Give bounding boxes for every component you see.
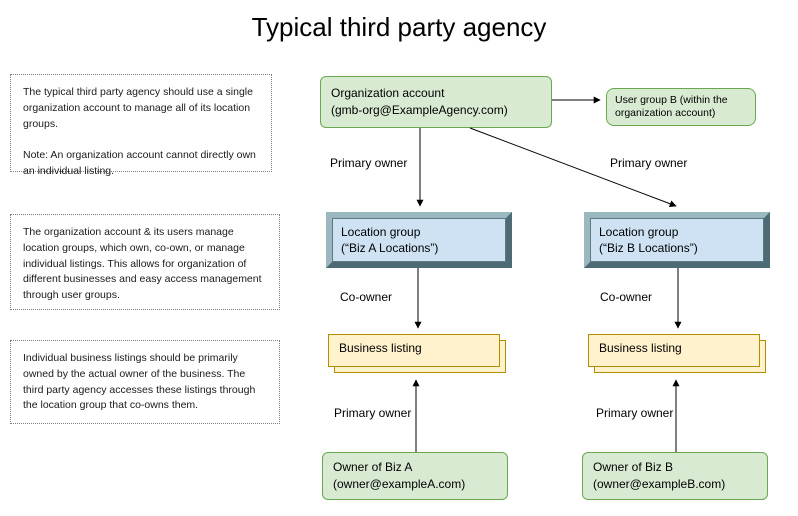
note-text: Individual business listings should be p…: [23, 351, 267, 414]
node-line2: (“Biz B Locations”): [599, 240, 698, 256]
node-line2: (“Biz A Locations”): [341, 240, 438, 256]
node-business-listing-b: Business listing: [588, 334, 766, 374]
node-owner-b: Owner of Biz B (owner@exampleB.com): [582, 452, 768, 500]
node-line1: User group B (within the: [615, 94, 728, 107]
node-business-listing-a: Business listing: [328, 334, 506, 374]
node-label: Business listing: [599, 341, 682, 355]
node-line1: Location group: [599, 224, 698, 240]
stack-front-card: Business listing: [588, 334, 760, 367]
note-org-account: The typical third party agency should us…: [10, 74, 272, 172]
node-line2: (gmb-org@ExampleAgency.com): [331, 102, 508, 119]
edge-label-co-owner-b: Co-owner: [600, 290, 652, 304]
node-user-group-b: User group B (within the organization ac…: [606, 88, 756, 126]
node-line1: Owner of Biz B: [593, 459, 725, 476]
edge-label-primary-owner-b: Primary owner: [596, 406, 673, 420]
node-line2: organization account): [615, 107, 728, 120]
node-label: Business listing: [339, 341, 422, 355]
page-title: Typical third party agency: [0, 12, 798, 43]
note-location-groups: The organization account & its users man…: [10, 214, 280, 310]
node-line2: (owner@exampleB.com): [593, 476, 725, 493]
node-line1: Organization account: [331, 85, 508, 102]
edge-label-co-owner-a: Co-owner: [340, 290, 392, 304]
edge-label-primary-owner-left: Primary owner: [330, 156, 407, 170]
node-line2: (owner@exampleA.com): [333, 476, 465, 493]
note-text: The organization account & its users man…: [23, 225, 267, 304]
node-organization-account: Organization account (gmb-org@ExampleAge…: [320, 76, 552, 128]
note-text: The typical third party agency should us…: [23, 85, 259, 180]
edge-label-primary-owner-a: Primary owner: [334, 406, 411, 420]
node-line1: Owner of Biz A: [333, 459, 465, 476]
edge-label-primary-owner-right: Primary owner: [610, 156, 687, 170]
node-line1: Location group: [341, 224, 438, 240]
node-location-group-a: Location group (“Biz A Locations”): [326, 212, 512, 268]
node-owner-a: Owner of Biz A (owner@exampleA.com): [322, 452, 508, 500]
node-location-group-b: Location group (“Biz B Locations”): [584, 212, 770, 268]
stack-front-card: Business listing: [328, 334, 500, 367]
note-business-listings: Individual business listings should be p…: [10, 340, 280, 424]
